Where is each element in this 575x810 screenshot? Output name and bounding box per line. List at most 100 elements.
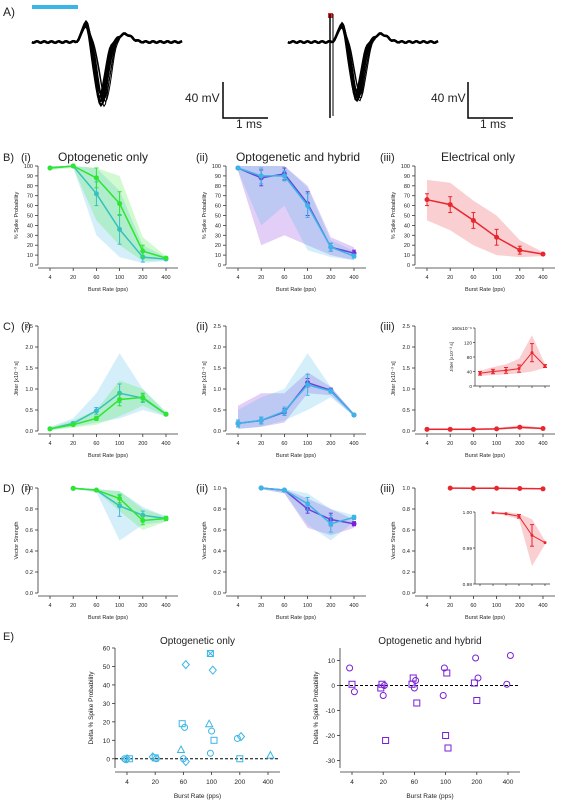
x-tick-label: 400: [349, 441, 358, 447]
C_i-series-line: [49, 396, 167, 430]
y-axis-label: % Spike Probability: [391, 192, 397, 240]
D_i-data-point: [163, 515, 169, 521]
C_ii-data-point: [281, 408, 287, 414]
D_iii-inset-data-point: [530, 533, 534, 537]
x-tick-label: 400: [538, 603, 547, 609]
scatter-point-circle: [233, 734, 241, 742]
x-axis-label: Burst Rate (pps): [276, 287, 316, 293]
x-axis-label: Burst Rate (pps): [88, 287, 128, 293]
y-tick-label: 2.5: [402, 324, 410, 330]
B_ii-data-point: [235, 165, 241, 171]
y-tick-label: 0.0: [402, 429, 410, 435]
C_iii-data-point: [517, 424, 523, 430]
y-tick-label: 60: [404, 204, 410, 210]
C_i-data-point: [163, 411, 169, 417]
x-tick-label: 60: [281, 275, 287, 281]
scatter-point-circle: [474, 674, 482, 682]
y-axis-label: Jitter [x10⁻³ s]: [202, 361, 208, 396]
y-axis-label: % Spike Probability: [202, 192, 208, 240]
C_i-data-point: [140, 394, 146, 400]
y-tick-label: 100: [24, 164, 33, 170]
y-axis-label: Vector Strength: [14, 522, 20, 560]
y-tick-label: 20: [103, 719, 111, 726]
x-tick-label: 400: [161, 441, 170, 447]
x-axis-label: Burst Rate (pps): [465, 287, 505, 293]
scatter-point-circle: [122, 756, 130, 764]
y-tick-label: 80: [27, 184, 33, 190]
scatter-point-square: [444, 744, 452, 752]
y-tick-label: 20: [404, 243, 410, 249]
scatter-point-square: [178, 720, 186, 728]
y-tick-label: 0.6: [402, 528, 410, 534]
panel-a: A) 40 mV 1 ms 40 mV 1 ms: [3, 5, 513, 131]
B_i-data-point: [117, 201, 123, 207]
x-axis-label: Burst Rate (pps): [276, 615, 316, 621]
stimulus-bar-left: [32, 5, 78, 9]
x-tick-label: 100: [492, 275, 501, 281]
subpanel-c-i: (i): [21, 321, 31, 333]
C_iii-inset-shaded-band: [480, 335, 545, 376]
y-tick-label: 1.0: [213, 486, 221, 492]
y-tick-label: 10: [27, 253, 33, 259]
x-tick-label: 20: [70, 603, 76, 609]
x-tick-label: 4: [236, 275, 239, 281]
x-tick-label: 100: [492, 441, 501, 447]
D_ii-data-point: [351, 514, 357, 520]
y-tick-label: -30: [326, 758, 336, 765]
y-tick-label: 2.0: [213, 345, 221, 351]
y-tick-label: 30: [103, 701, 111, 708]
scatter-point-square: [413, 699, 421, 707]
y-axis-label: Jitter [x10⁻³ s]: [391, 361, 397, 396]
D_i-data-point: [93, 487, 99, 493]
B_ii-data-point: [351, 253, 357, 259]
C_ii-data-point: [235, 420, 241, 426]
subpanel-b-ii: (ii): [196, 152, 208, 164]
x-tick-label: 60: [411, 779, 419, 786]
y-tick-label: 100: [401, 164, 410, 170]
subpanel-d-ii: (ii): [196, 483, 208, 495]
y-tick-label: 0.2: [25, 570, 33, 576]
y-tick-label: 40: [215, 223, 221, 229]
y-tick-label: 0.2: [402, 570, 410, 576]
y-axis-label: Delta % Spike Probability: [88, 671, 95, 745]
scatter-point-circle: [121, 755, 129, 763]
y-tick-label: 1.0: [25, 387, 33, 393]
x-tick-label: 60: [470, 603, 476, 609]
x-tick-label: 200: [234, 779, 245, 786]
C_iii-inset-series-line: [479, 351, 546, 374]
D_iii-data-point: [540, 486, 546, 492]
x-tick-label: 4: [425, 275, 428, 281]
D_iii-inset-data-point: [491, 511, 495, 515]
B_i-data-point: [93, 191, 99, 197]
y-tick-label: 50: [215, 214, 221, 220]
x-tick-label: 400: [538, 275, 547, 281]
D_ii-data-point: [258, 485, 264, 491]
C_i-data-point: [93, 415, 99, 421]
x-tick-label: 400: [538, 441, 547, 447]
x-tick-label: 20: [258, 441, 264, 447]
y-axis-label: % Spike Probability: [14, 192, 20, 240]
C_i-shaded-band: [50, 353, 166, 431]
C_iii-data-point: [424, 426, 430, 432]
scatter-point-square: [377, 684, 385, 692]
scatter-point-square: [408, 680, 416, 688]
scatter-point-circle: [439, 692, 447, 699]
C_iii-inset-data-point: [517, 367, 521, 371]
x-axis-label: Burst Rate (pps): [465, 615, 505, 621]
spike-trace-left: [31, 20, 183, 103]
y-tick-label: 90: [215, 174, 221, 180]
scatter-point-circle: [350, 688, 358, 696]
y-tick-label: 0: [106, 756, 110, 763]
scatter-point-circle: [412, 677, 420, 684]
C_ii-data-point: [328, 388, 334, 394]
y-tick-label: 40: [404, 223, 410, 229]
y-tick-label: 50: [404, 214, 410, 220]
y-tick-label: 30: [27, 233, 33, 239]
x-tick-label: 100: [492, 603, 501, 609]
C_ii-shaded-band: [238, 353, 354, 429]
chart-c-ii: 0.0 0.5 1.0 1.5 2.0 2.5 4 20 60 100 200 400 Burst Ra…: [202, 324, 366, 459]
panel-letter-d: D): [3, 483, 15, 495]
B_iii-data-point: [424, 197, 430, 203]
